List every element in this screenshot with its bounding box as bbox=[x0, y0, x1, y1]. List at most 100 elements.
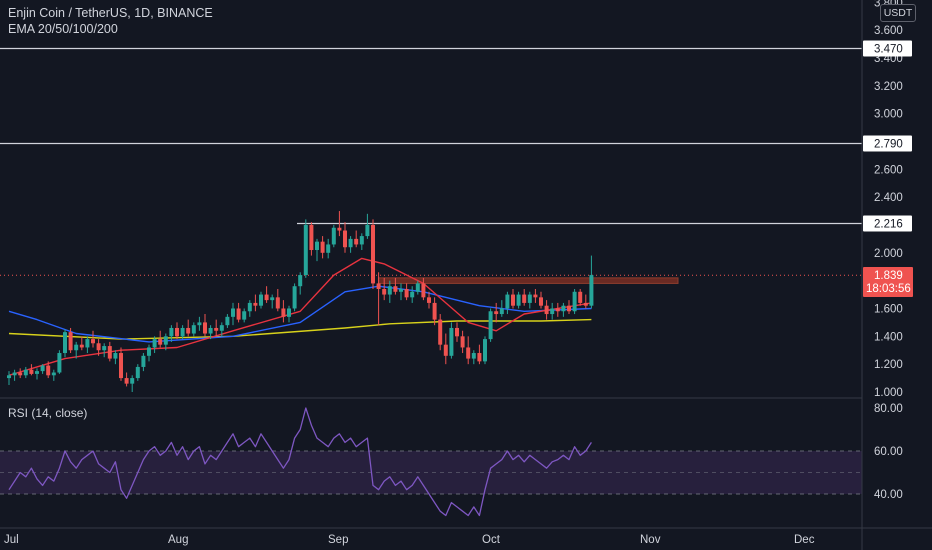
candle-body bbox=[169, 327, 174, 337]
candle-body bbox=[236, 308, 241, 320]
time-tick-label: Jul bbox=[4, 534, 19, 546]
candle-body bbox=[68, 332, 73, 351]
candle-body bbox=[158, 339, 163, 345]
ema200-line bbox=[8, 318, 592, 340]
symbol-title[interactable]: Enjin Coin / TetherUS, 1D, BINANCE bbox=[8, 6, 213, 20]
level-tag-label: 3.470 bbox=[874, 44, 903, 56]
candle-body bbox=[175, 327, 179, 337]
candle-body bbox=[270, 297, 275, 301]
candle-body bbox=[219, 325, 224, 331]
rsi-line bbox=[8, 407, 592, 517]
ema50-line bbox=[8, 285, 592, 343]
candle-body bbox=[320, 241, 325, 253]
candle-body bbox=[309, 224, 314, 251]
candle-body bbox=[107, 346, 112, 359]
level-tag-label: 2.790 bbox=[874, 139, 903, 151]
candle-body bbox=[387, 286, 392, 295]
level-tags: 3.470 2.790 2.216 bbox=[863, 40, 912, 232]
price-axis[interactable]: 1.0001.2001.4001.6001.8002.0002.2002.400… bbox=[874, 0, 903, 399]
candle-body bbox=[35, 371, 39, 374]
rsi-tick-label: 60.00 bbox=[874, 446, 903, 458]
candle-body bbox=[516, 294, 521, 306]
candle-body bbox=[275, 297, 280, 309]
candles bbox=[7, 211, 594, 392]
candle-body bbox=[511, 294, 515, 306]
candle-body bbox=[281, 308, 286, 317]
candle-body bbox=[152, 339, 157, 348]
candle-body bbox=[124, 378, 129, 384]
rsi-tick-label: 80.00 bbox=[874, 403, 903, 415]
candle-body bbox=[208, 327, 213, 334]
currency-button[interactable]: USDT bbox=[880, 4, 916, 22]
candle-body bbox=[527, 294, 532, 303]
candle-body bbox=[85, 339, 90, 348]
candle-body bbox=[572, 291, 577, 312]
candle-body bbox=[259, 294, 263, 306]
candle-body bbox=[57, 353, 62, 373]
candle-body bbox=[343, 230, 347, 248]
candle-body bbox=[253, 302, 258, 306]
candle-body bbox=[298, 275, 303, 287]
price-tick-label: 2.400 bbox=[874, 192, 903, 204]
candle-body bbox=[494, 311, 499, 315]
candle-body bbox=[567, 305, 571, 312]
candle-body bbox=[460, 336, 465, 348]
candle-body bbox=[303, 224, 308, 276]
candle-body bbox=[466, 347, 471, 359]
candle-body bbox=[393, 286, 398, 292]
last-price-tag-bg bbox=[863, 267, 913, 297]
candle-body bbox=[242, 311, 247, 320]
candle-countdown: 18:03:56 bbox=[866, 283, 911, 295]
candle-body bbox=[544, 305, 549, 315]
candle-body bbox=[113, 353, 118, 359]
candle-body bbox=[147, 347, 151, 356]
candle-body bbox=[264, 294, 269, 301]
candle-body bbox=[550, 308, 555, 315]
candle-body bbox=[471, 353, 476, 359]
candle-body bbox=[18, 372, 23, 376]
price-tick-label: 2.000 bbox=[874, 248, 903, 260]
candle-body bbox=[427, 297, 431, 303]
price-tick-label: 3.600 bbox=[874, 25, 903, 37]
candle-body bbox=[247, 302, 252, 312]
candle-body bbox=[399, 288, 403, 292]
horizontal-levels[interactable] bbox=[0, 47, 862, 225]
candle-body bbox=[404, 288, 409, 298]
candle-body bbox=[376, 283, 381, 289]
candle-body bbox=[455, 327, 459, 337]
candle-body bbox=[477, 353, 482, 362]
rsi-legend[interactable]: RSI (14, close) bbox=[8, 406, 88, 420]
candle-body bbox=[186, 327, 191, 334]
candle-body bbox=[499, 308, 504, 315]
candle-body bbox=[331, 227, 336, 245]
candle-body bbox=[488, 311, 493, 340]
candle-body bbox=[141, 355, 146, 367]
candle-body bbox=[555, 308, 560, 312]
candle-body bbox=[119, 353, 123, 379]
candle-body bbox=[583, 302, 588, 306]
last-price-tag: 1.839 18:03:56 bbox=[863, 267, 913, 297]
last-price-value: 1.839 bbox=[874, 270, 903, 282]
candle-body bbox=[354, 238, 359, 245]
candle-body bbox=[438, 319, 443, 345]
time-tick-label: Oct bbox=[482, 534, 501, 546]
candle-body bbox=[46, 365, 51, 376]
ema-legend[interactable]: EMA 20/50/100/200 bbox=[8, 22, 118, 36]
candle-body bbox=[449, 327, 454, 356]
candle-body bbox=[337, 227, 342, 231]
candle-body bbox=[359, 236, 364, 245]
level-tag-bg bbox=[863, 135, 912, 152]
candle-body bbox=[578, 291, 583, 303]
candle-body bbox=[421, 283, 426, 298]
candle-body bbox=[589, 275, 594, 306]
candle-body bbox=[96, 343, 101, 351]
candle-body bbox=[326, 244, 331, 253]
candle-body bbox=[348, 238, 353, 248]
time-axis[interactable]: Jul Aug Sep Oct Nov Dec bbox=[4, 534, 815, 546]
candle-body bbox=[415, 283, 420, 292]
candle-body bbox=[214, 327, 219, 331]
time-tick-label: Aug bbox=[168, 534, 188, 546]
candle-body bbox=[40, 365, 45, 372]
candle-body bbox=[287, 308, 291, 317]
